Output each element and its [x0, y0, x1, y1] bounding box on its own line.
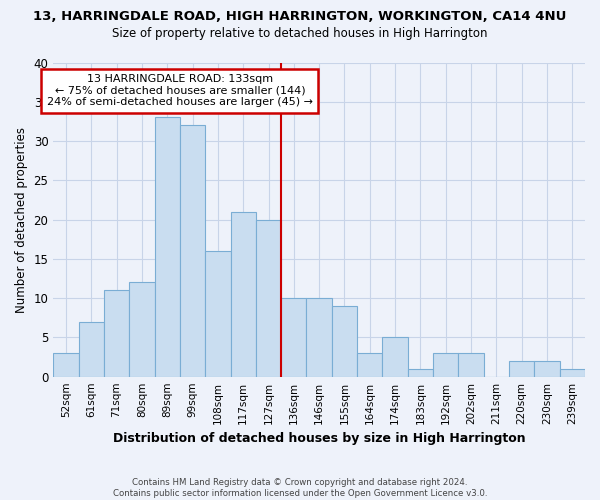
- Bar: [357, 353, 382, 376]
- X-axis label: Distribution of detached houses by size in High Harrington: Distribution of detached houses by size …: [113, 432, 526, 445]
- Bar: [230, 212, 256, 376]
- Bar: [382, 338, 408, 376]
- Bar: [53, 353, 79, 376]
- Bar: [408, 369, 433, 376]
- Bar: [433, 353, 458, 376]
- Bar: [458, 353, 484, 376]
- Text: Size of property relative to detached houses in High Harrington: Size of property relative to detached ho…: [112, 28, 488, 40]
- Bar: [256, 220, 281, 376]
- Text: 13, HARRINGDALE ROAD, HIGH HARRINGTON, WORKINGTON, CA14 4NU: 13, HARRINGDALE ROAD, HIGH HARRINGTON, W…: [34, 10, 566, 23]
- Bar: [307, 298, 332, 376]
- Bar: [509, 361, 535, 376]
- Bar: [332, 306, 357, 376]
- Bar: [180, 126, 205, 376]
- Y-axis label: Number of detached properties: Number of detached properties: [15, 126, 28, 312]
- Bar: [129, 282, 155, 376]
- Bar: [535, 361, 560, 376]
- Bar: [155, 118, 180, 376]
- Text: 13 HARRINGDALE ROAD: 133sqm
← 75% of detached houses are smaller (144)
24% of se: 13 HARRINGDALE ROAD: 133sqm ← 75% of det…: [47, 74, 313, 108]
- Bar: [205, 251, 230, 376]
- Bar: [560, 369, 585, 376]
- Bar: [104, 290, 129, 376]
- Bar: [79, 322, 104, 376]
- Bar: [281, 298, 307, 376]
- Text: Contains HM Land Registry data © Crown copyright and database right 2024.
Contai: Contains HM Land Registry data © Crown c…: [113, 478, 487, 498]
